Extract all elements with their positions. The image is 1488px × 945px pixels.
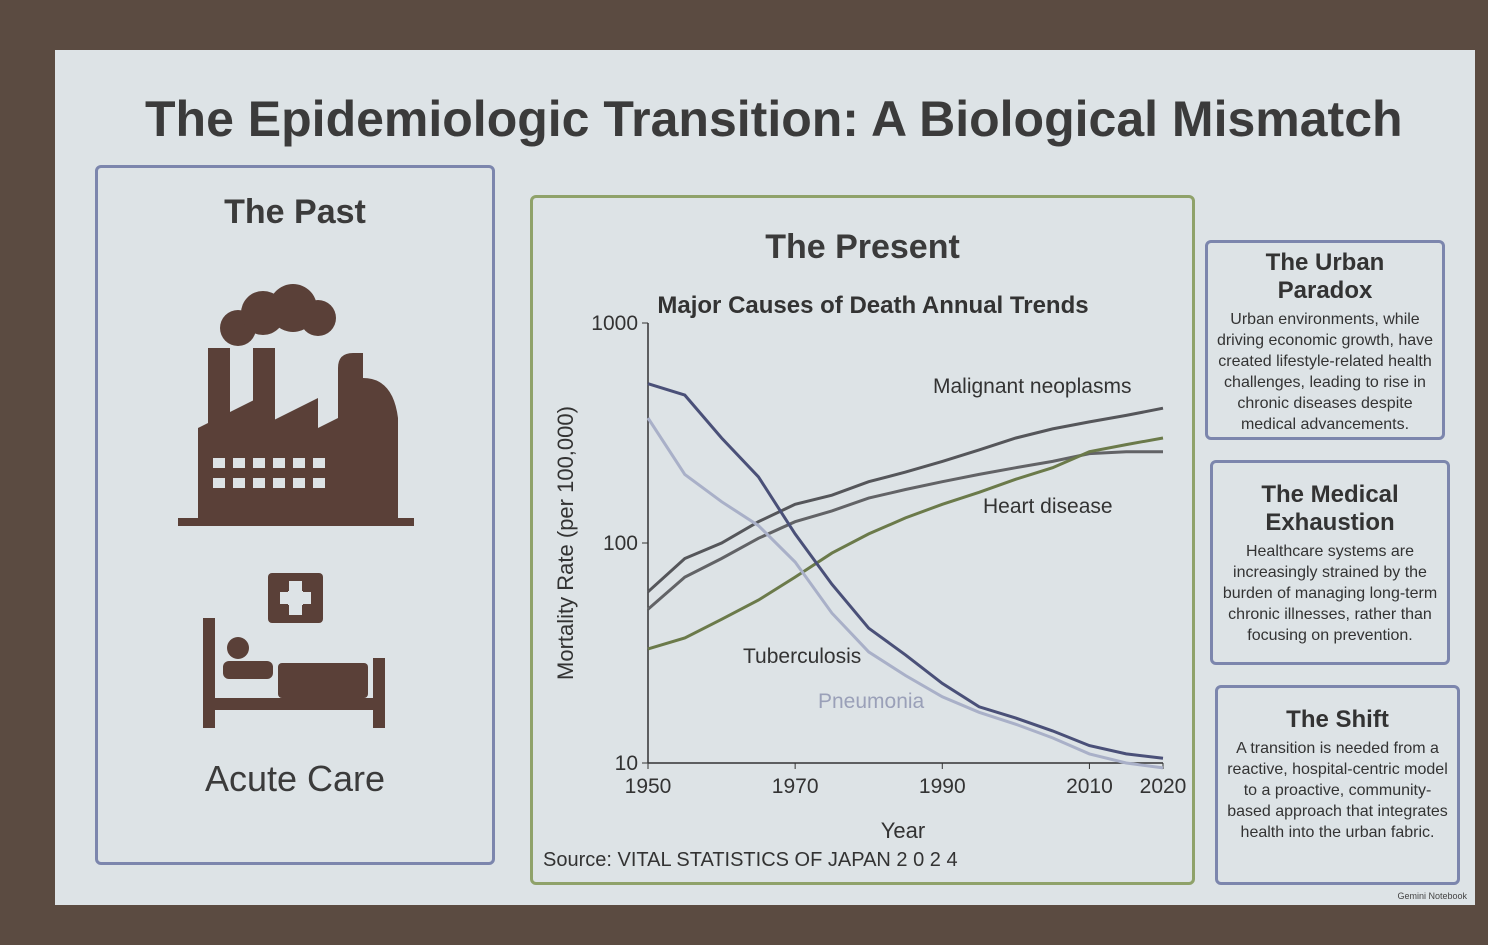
box-heading: The Shift bbox=[1286, 706, 1389, 733]
y-axis-label: Mortality Rate (per 100,000) bbox=[553, 406, 578, 680]
box-body: Healthcare systems are increasingly stra… bbox=[1222, 543, 1438, 644]
info-box: The Urban Paradox Urban environments, wh… bbox=[1205, 240, 1445, 440]
past-caption: Acute Care bbox=[204, 758, 386, 799]
factory-icon bbox=[178, 284, 414, 526]
y-tick-label: 10 bbox=[615, 752, 638, 775]
chart: Major Causes of Death Annual Trends Year… bbox=[543, 292, 1187, 871]
series-line bbox=[647, 450, 1163, 611]
past-panel: The Past Acute Care bbox=[95, 165, 495, 865]
x-tick-label: 1990 bbox=[919, 775, 966, 798]
chart-title: Major Causes of Death Annual Trends bbox=[657, 292, 1088, 319]
series-line bbox=[646, 406, 1164, 593]
series-line bbox=[646, 417, 1164, 770]
slide-title: The Epidemiologic Transition: A Biologic… bbox=[145, 91, 1403, 147]
y-tick-label: 100 bbox=[603, 532, 638, 555]
x-tick-label: 1950 bbox=[625, 775, 672, 798]
x-axis-label: Year bbox=[881, 818, 925, 843]
series-label: Malignant neoplasms bbox=[933, 375, 1131, 398]
source: Source: VITAL STATISTICS OF JAPAN 2 0 2 … bbox=[543, 849, 958, 871]
present-panel: The Present Major Causes of Death Annual… bbox=[530, 195, 1195, 885]
box-body: A transition is needed from a reactive, … bbox=[1227, 740, 1448, 841]
series-line bbox=[647, 436, 1164, 651]
box-heading: The Urban Paradox bbox=[1265, 249, 1385, 304]
box-body: Urban environments, while driving econom… bbox=[1216, 311, 1434, 433]
info-box: The Shift A transition is needed from a … bbox=[1215, 685, 1460, 885]
series-line bbox=[647, 382, 1164, 760]
bed-icon bbox=[203, 573, 385, 728]
past-heading: The Past bbox=[224, 193, 366, 231]
x-tick-label: 2010 bbox=[1066, 775, 1113, 798]
series-label: Pneumonia bbox=[818, 690, 925, 713]
footer: Gemini Notebook bbox=[1397, 891, 1467, 901]
x-tick-label: 1970 bbox=[772, 775, 819, 798]
x-tick-label: 2020 bbox=[1140, 775, 1187, 798]
series-label: Heart disease bbox=[983, 495, 1113, 518]
info-box: The Medical Exhaustion Healthcare system… bbox=[1210, 460, 1450, 665]
slide: The Epidemiologic Transition: A Biologic… bbox=[55, 50, 1475, 905]
y-tick-label: 1000 bbox=[591, 312, 638, 335]
present-heading: The Present bbox=[765, 228, 960, 266]
series-label: Tuberculosis bbox=[743, 645, 861, 668]
box-heading: The Medical Exhaustion bbox=[1261, 481, 1399, 536]
